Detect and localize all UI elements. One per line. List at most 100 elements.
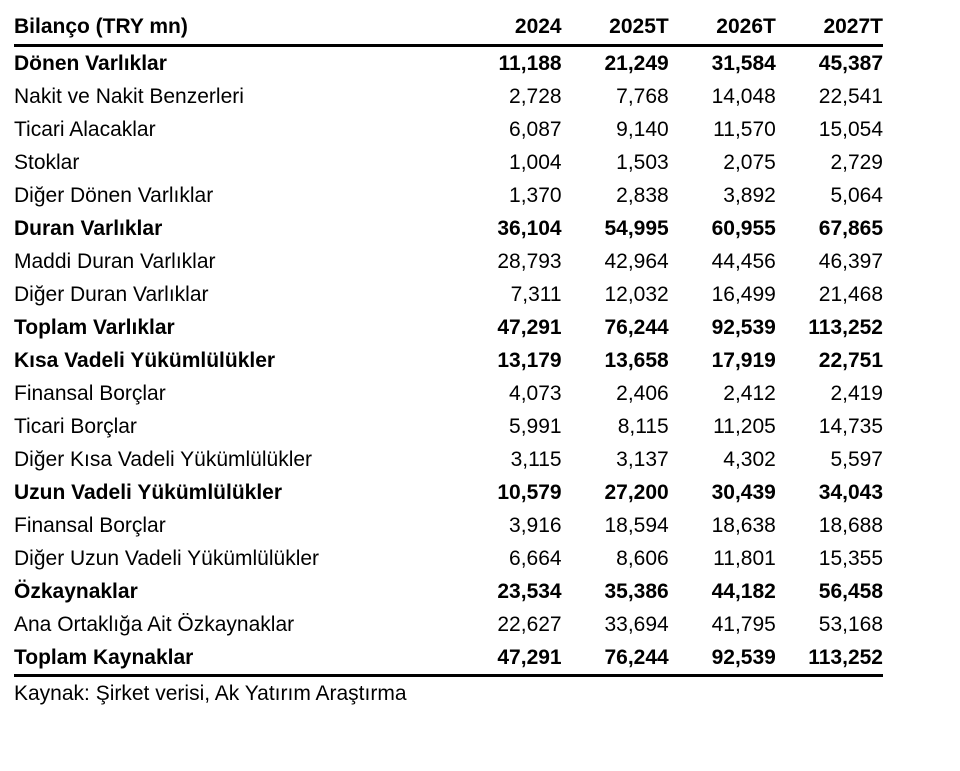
row-value: 13,179 [497, 348, 562, 372]
row-value: 45,387 [818, 51, 883, 75]
table-row: Duran Varlıklar 36,104 54,995 60,955 67,865 [14, 212, 883, 245]
table-row: Diğer Kısa Vadeli Yükümlülükler 3,115 3,13… [14, 443, 883, 476]
table-row: Diğer Uzun Vadeli Yükümlülükler 6,664 8,60… [14, 542, 883, 575]
row-label: Finansal Borçlar [14, 381, 166, 405]
row-value: 4,302 [723, 447, 776, 471]
row-value: 5,991 [509, 414, 562, 438]
row-value: 18,688 [818, 513, 883, 537]
row-label: Duran Varlıklar [14, 216, 163, 240]
table-row: Diğer Dönen Varlıklar 1,370 2,838 3,892 5,06… [14, 179, 883, 212]
row-value: 5,064 [830, 183, 883, 207]
column-header-2027t: 2027T [775, 10, 883, 47]
table-row: Özkaynaklar 23,534 35,386 44,182 56,458 [14, 575, 883, 608]
row-label: Özkaynaklar [14, 579, 138, 603]
row-value: 2,729 [830, 150, 883, 174]
row-value: 34,043 [818, 480, 883, 504]
row-value: 2,728 [509, 84, 562, 108]
row-value: 2,412 [723, 381, 776, 405]
header-row: Bilanço (TRY mn) 2024 2025T 2026T 2027T [14, 10, 883, 47]
row-value: 21,468 [818, 282, 883, 306]
row-value: 36,104 [497, 216, 562, 240]
row-value: 113,252 [775, 640, 883, 677]
row-label: Nakit ve Nakit Benzerleri [14, 84, 244, 108]
row-value: 5,597 [830, 447, 883, 471]
row-value: 92,539 [711, 315, 776, 339]
row-label: Ana Ortaklığa Ait Özkaynaklar [14, 612, 295, 636]
row-value: 27,200 [604, 480, 669, 504]
row-value: 7,311 [510, 282, 562, 306]
row-label: Toplam Varlıklar [14, 315, 175, 339]
row-value: 23,534 [497, 579, 562, 603]
table-row: Kısa Vadeli Yükümlülükler 13,179 13,658 17,… [14, 344, 883, 377]
row-value: 2,406 [616, 381, 669, 405]
table-row: Maddi Duran Varlıklar 28,793 42,964 44,456 4… [14, 245, 883, 278]
row-value: 17,919 [711, 348, 776, 372]
row-value: 11,801 [713, 546, 776, 570]
row-value: 8,115 [617, 414, 669, 438]
row-label: Uzun Vadeli Yükümlülükler [14, 480, 283, 504]
table-row: Uzun Vadeli Yükümlülükler 10,579 27,200 30,… [14, 476, 883, 509]
row-value: 3,892 [723, 183, 776, 207]
row-value: 1,370 [509, 183, 562, 207]
row-value: 22,751 [818, 348, 883, 372]
row-value: 21,249 [604, 51, 669, 75]
row-value: 6,087 [509, 117, 562, 141]
table-row: Diğer Duran Varlıklar 7,311 12,032 16,499 21… [14, 278, 883, 311]
row-value: 11,570 [713, 117, 776, 141]
row-value: 56,458 [818, 579, 883, 603]
row-value: 2,838 [616, 183, 669, 207]
column-header-2026t: 2026T [668, 10, 776, 47]
row-label: Ticari Alacaklar [14, 117, 156, 141]
table-row: Stoklar 1,004 1,503 2,075 2,729 [14, 146, 883, 179]
row-label: Finansal Borçlar [14, 513, 166, 537]
table-row: Ticari Alacaklar 6,087 9,140 11,570 15,054 [14, 113, 883, 146]
row-value: 42,964 [604, 249, 669, 273]
table-row: Finansal Borçlar 3,916 18,594 18,638 18,688 [14, 509, 883, 542]
row-value: 13,658 [604, 348, 669, 372]
report-page: Bilanço (TRY mn) 2024 2025T 2026T 2027T … [14, 10, 883, 705]
row-label: Diğer Duran Varlıklar [14, 282, 209, 306]
row-value: 4,073 [509, 381, 562, 405]
row-label: Toplam Kaynaklar [14, 640, 455, 677]
row-value: 14,048 [711, 84, 776, 108]
column-header-2025t: 2025T [561, 10, 669, 47]
row-value: 18,638 [711, 513, 776, 537]
table-row: Ticari Borçlar 5,991 8,115 11,205 14,735 [14, 410, 883, 443]
row-value: 3,115 [510, 447, 562, 471]
row-value: 60,955 [711, 216, 776, 240]
row-value: 41,795 [711, 612, 776, 636]
column-header-2024: 2024 [454, 10, 562, 47]
row-value: 2,419 [830, 381, 883, 405]
row-value: 14,735 [818, 414, 883, 438]
row-value: 1,503 [616, 150, 669, 174]
row-value: 11,205 [713, 414, 776, 438]
row-value: 18,594 [604, 513, 669, 537]
row-label: Stoklar [14, 150, 80, 174]
row-label: Diğer Uzun Vadeli Yükümlülükler [14, 546, 320, 570]
row-value: 53,168 [818, 612, 883, 636]
row-value: 10,579 [497, 480, 562, 504]
table-row: Toplam Varlıklar 47,291 76,244 92,539 113,25… [14, 311, 883, 344]
table-row: Toplam Kaynaklar 47,291 76,244 92,539 113,25… [14, 640, 883, 677]
row-value: 28,793 [497, 249, 562, 273]
source-note: Kaynak: Şirket verisi, Ak Yatırım Araştı… [14, 681, 407, 705]
row-value: 15,355 [818, 546, 883, 570]
row-value: 44,182 [711, 579, 776, 603]
row-label: Diğer Kısa Vadeli Yükümlülükler [14, 447, 313, 471]
row-value: 9,140 [616, 117, 669, 141]
row-value: 76,244 [604, 315, 669, 339]
row-value: 15,054 [818, 117, 883, 141]
row-value: 31,584 [711, 51, 776, 75]
row-value: 67,865 [818, 216, 883, 240]
table-row: Ana Ortaklığa Ait Özkaynaklar 22,627 33,69… [14, 608, 883, 641]
row-value: 12,032 [604, 282, 669, 306]
row-label: Dönen Varlıklar [14, 51, 167, 75]
row-value: 35,386 [604, 579, 669, 603]
row-value: 22,541 [818, 84, 883, 108]
row-value: 47,291 [497, 315, 562, 339]
row-value: 113,252 [808, 315, 883, 339]
table-row: Finansal Borçlar 4,073 2,406 2,412 2,419 [14, 377, 883, 410]
row-value: 11,188 [498, 51, 562, 75]
row-value: 16,499 [711, 282, 776, 306]
balance-sheet-table: Bilanço (TRY mn) 2024 2025T 2026T 2027T … [14, 10, 883, 677]
